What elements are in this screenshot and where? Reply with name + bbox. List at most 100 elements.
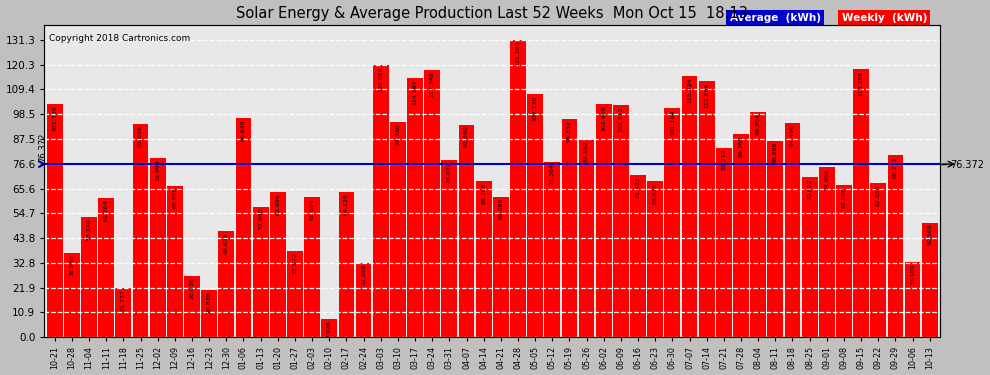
Text: 86.668: 86.668 — [773, 142, 778, 163]
Bar — [837, 185, 851, 337]
Bar — [664, 108, 680, 337]
Bar — [98, 198, 114, 337]
Bar — [579, 140, 595, 337]
Text: 37.972: 37.972 — [292, 252, 297, 274]
Bar — [373, 65, 389, 337]
Bar — [682, 76, 697, 337]
Text: 68.976: 68.976 — [652, 182, 657, 204]
Text: 77.364: 77.364 — [549, 163, 554, 185]
Text: 78.072: 78.072 — [446, 161, 451, 183]
Text: 131.280: 131.280 — [516, 41, 521, 66]
Bar — [922, 223, 938, 337]
Text: 89.760: 89.760 — [739, 135, 743, 156]
Text: 115.224: 115.224 — [687, 77, 692, 103]
Text: 117.748: 117.748 — [430, 72, 435, 97]
Bar — [133, 124, 148, 337]
Bar — [167, 186, 183, 337]
Bar — [287, 251, 303, 337]
Bar — [304, 197, 320, 337]
Bar — [355, 263, 371, 337]
Text: 67.856: 67.856 — [876, 184, 881, 206]
Text: 99.204: 99.204 — [755, 114, 760, 135]
Text: Weekly  (kWh): Weekly (kWh) — [842, 13, 927, 23]
Bar — [596, 104, 612, 337]
Bar — [887, 155, 903, 337]
Text: 78.994: 78.994 — [155, 159, 160, 181]
Text: 87.192: 87.192 — [584, 141, 589, 162]
Bar — [219, 231, 235, 337]
Text: 102.512: 102.512 — [619, 106, 624, 132]
Bar — [339, 192, 354, 337]
Bar — [390, 122, 406, 337]
Bar — [47, 104, 62, 337]
Bar — [647, 181, 663, 337]
Bar — [544, 162, 560, 337]
Text: 96.638: 96.638 — [241, 119, 246, 141]
Text: 68.768: 68.768 — [481, 183, 486, 204]
Text: 114.184: 114.184 — [413, 80, 418, 105]
Text: 50.560: 50.560 — [928, 224, 933, 245]
Bar — [476, 182, 492, 337]
Text: 93.840: 93.840 — [464, 126, 469, 147]
Text: 70.692: 70.692 — [807, 178, 812, 200]
Bar — [458, 124, 474, 337]
Bar — [853, 69, 869, 337]
Bar — [270, 192, 286, 337]
Bar — [750, 112, 766, 337]
Text: 57.640: 57.640 — [258, 208, 263, 230]
Text: 102.738: 102.738 — [52, 105, 57, 131]
Bar — [734, 134, 748, 337]
Bar — [442, 160, 457, 337]
Bar — [425, 70, 441, 337]
Bar — [116, 288, 132, 337]
Bar — [802, 177, 818, 337]
Bar — [785, 123, 800, 337]
Text: 112.864: 112.864 — [704, 82, 709, 108]
Bar — [407, 78, 423, 337]
Text: 80.272: 80.272 — [893, 156, 898, 178]
Bar — [767, 141, 783, 337]
Bar — [184, 276, 200, 337]
Bar — [699, 81, 715, 337]
Bar — [613, 105, 629, 337]
Bar — [631, 176, 645, 337]
Title: Solar Energy & Average Production Last 52 Weeks  Mon Oct 15  18:13: Solar Energy & Average Production Last 5… — [237, 6, 748, 21]
Bar — [819, 167, 835, 337]
Bar — [561, 119, 577, 337]
Text: 93.936: 93.936 — [138, 126, 143, 147]
Bar — [870, 183, 886, 337]
Text: 26.936: 26.936 — [189, 277, 194, 299]
Text: 64.120: 64.120 — [344, 193, 348, 214]
Bar — [64, 254, 80, 337]
Text: 63.996: 63.996 — [275, 193, 280, 215]
Text: 32.856: 32.856 — [361, 264, 366, 285]
Text: 20.838: 20.838 — [207, 291, 212, 313]
Text: 71.432: 71.432 — [636, 177, 641, 198]
Text: 102.968: 102.968 — [601, 105, 606, 130]
Bar — [81, 217, 97, 337]
Bar — [149, 158, 165, 337]
Text: 74.956: 74.956 — [825, 168, 830, 190]
Text: 36.946: 36.946 — [69, 255, 74, 276]
Text: 94.780: 94.780 — [395, 123, 400, 145]
Text: 96.332: 96.332 — [567, 120, 572, 142]
Bar — [493, 196, 509, 337]
Text: 67.008: 67.008 — [842, 186, 846, 208]
Text: 7.926: 7.926 — [327, 320, 332, 338]
Bar — [528, 94, 544, 337]
Bar — [201, 290, 217, 337]
Text: 118.256: 118.256 — [858, 70, 863, 96]
Bar — [716, 147, 732, 337]
Text: 62.080: 62.080 — [498, 198, 503, 219]
Bar — [252, 207, 268, 337]
Bar — [510, 40, 526, 337]
Text: 101.104: 101.104 — [670, 109, 675, 135]
Text: 120.020: 120.020 — [378, 66, 383, 92]
Bar — [236, 118, 251, 337]
Text: 66.856: 66.856 — [172, 187, 177, 208]
Bar — [905, 262, 921, 337]
Bar — [322, 319, 338, 337]
Text: 83.712: 83.712 — [722, 148, 727, 170]
Text: Copyright 2018 Cartronics.com: Copyright 2018 Cartronics.com — [49, 34, 190, 43]
Text: 46.638: 46.638 — [224, 232, 229, 254]
